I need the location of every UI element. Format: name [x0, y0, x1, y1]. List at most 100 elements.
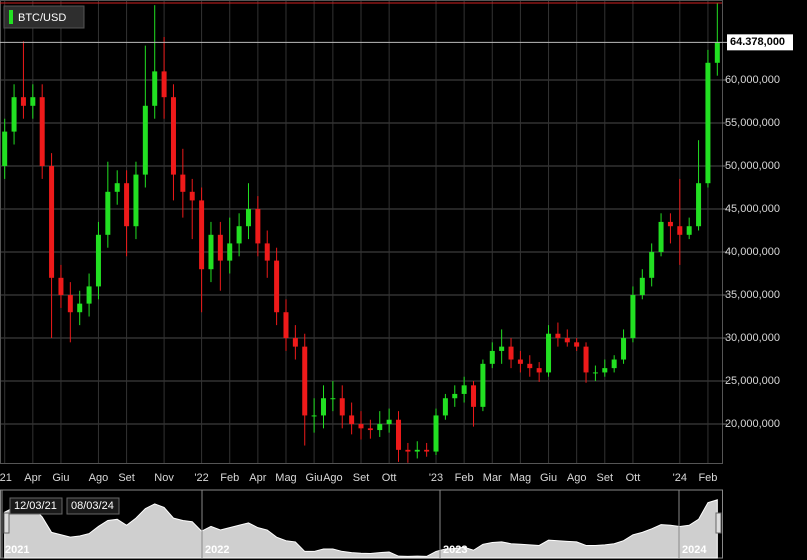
candle-body	[667, 221, 673, 227]
x-tick-label: Feb	[455, 472, 474, 484]
candle-body	[658, 221, 664, 253]
candle-body	[489, 350, 495, 364]
y-tick-label: 25,000,000	[725, 375, 780, 387]
candle-body	[546, 333, 552, 373]
candle-body	[499, 346, 505, 351]
candle-body	[386, 419, 392, 425]
candle-body	[433, 415, 439, 452]
y-tick-label: 30,000,000	[725, 332, 780, 344]
candle-body	[367, 428, 373, 431]
last-price-box	[727, 34, 793, 51]
candle-body	[152, 71, 158, 106]
candle-body	[714, 42, 720, 63]
legend-box	[3, 5, 85, 29]
candle-body	[592, 372, 598, 374]
candle-body	[245, 209, 251, 227]
x-tick-label: Mar	[483, 472, 502, 484]
x-tick-label: '24	[673, 472, 687, 484]
candle-body	[508, 346, 514, 360]
candle-body	[283, 312, 289, 339]
x-tick-label: '22	[194, 472, 208, 484]
candle-body	[208, 234, 214, 270]
candle-body	[339, 398, 345, 416]
candle-body	[414, 449, 420, 452]
candle-body	[292, 338, 298, 347]
x-tick-label: Mag	[275, 472, 296, 484]
candle-body	[114, 183, 120, 192]
candle-body	[536, 368, 542, 373]
candle-body	[227, 243, 233, 261]
y-tick-label: 55,000,000	[725, 117, 780, 129]
navigator-year: 2023	[443, 544, 467, 556]
candle-body	[67, 295, 73, 313]
x-tick-label: Ott	[382, 472, 397, 484]
x-tick-label: Set	[353, 472, 370, 484]
candle-body	[11, 97, 17, 132]
candle-body	[124, 183, 130, 227]
candle-body	[564, 338, 570, 343]
x-tick-label: Mag	[510, 472, 531, 484]
candle-body	[555, 333, 561, 339]
candle-body	[452, 393, 458, 399]
candle-body	[264, 243, 270, 261]
x-tick-label: Feb	[698, 472, 717, 484]
candle-body	[58, 277, 64, 296]
legend-label: BTC/USD	[18, 12, 66, 24]
candle-body	[30, 97, 36, 106]
candle-body	[696, 183, 702, 227]
candle-body	[274, 260, 280, 313]
x-tick-label: Nov	[154, 472, 174, 484]
y-tick-label: 20,000,000	[725, 418, 780, 430]
candle-body	[583, 346, 589, 373]
navigator: 2021 2022 2023 2024 12/03/21 08/03/24	[0, 489, 723, 559]
candle-body	[133, 174, 139, 227]
candle-body	[77, 303, 83, 313]
candle-body	[320, 398, 326, 416]
plot-area	[0, 0, 722, 463]
x-tick-label: Giu	[306, 472, 323, 484]
range-start: 12/03/21	[14, 500, 57, 512]
x-tick-label: Ott	[626, 472, 641, 484]
navigator-year: 2022	[205, 544, 229, 556]
x-tick-label: Feb	[220, 472, 239, 484]
candle-body	[527, 363, 533, 369]
candle-body	[677, 226, 683, 235]
candle-body	[49, 166, 55, 278]
candle-body	[311, 415, 317, 417]
candle-body	[517, 359, 523, 364]
candle-body	[396, 419, 402, 450]
candle-body	[358, 424, 364, 429]
candle-body	[461, 385, 467, 394]
candle-body	[686, 226, 692, 235]
candle-body	[705, 62, 711, 184]
candle-body	[2, 131, 8, 167]
x-tick-label: '23	[429, 472, 443, 484]
legend-swatch	[9, 10, 13, 24]
candle-body	[630, 295, 636, 339]
candle-body	[161, 71, 167, 98]
candle-body	[105, 191, 111, 235]
y-tick-label: 45,000,000	[725, 203, 780, 215]
candle-body	[574, 342, 580, 347]
x-tick-label: Giu	[52, 472, 69, 484]
candle-body	[424, 449, 430, 452]
candle-body	[349, 415, 355, 425]
candle-body	[602, 368, 608, 373]
x-tick-label: Giu	[540, 472, 557, 484]
range-end-box	[66, 497, 120, 515]
candle-body	[217, 234, 223, 261]
navigator-area	[4, 499, 718, 559]
x-tick-label: Ago	[323, 472, 343, 484]
x-tick-label: Set	[118, 472, 135, 484]
range-handle-left	[3, 512, 10, 534]
candle-body	[180, 174, 186, 192]
candle-body	[611, 359, 617, 369]
y-tick-label: 50,000,000	[725, 160, 780, 172]
candle-body	[255, 209, 261, 244]
navigator-year: 2024	[682, 544, 707, 556]
x-tick-label: Set	[597, 472, 614, 484]
candle-body	[170, 97, 176, 175]
y-tick-label: 60,000,000	[725, 74, 780, 86]
